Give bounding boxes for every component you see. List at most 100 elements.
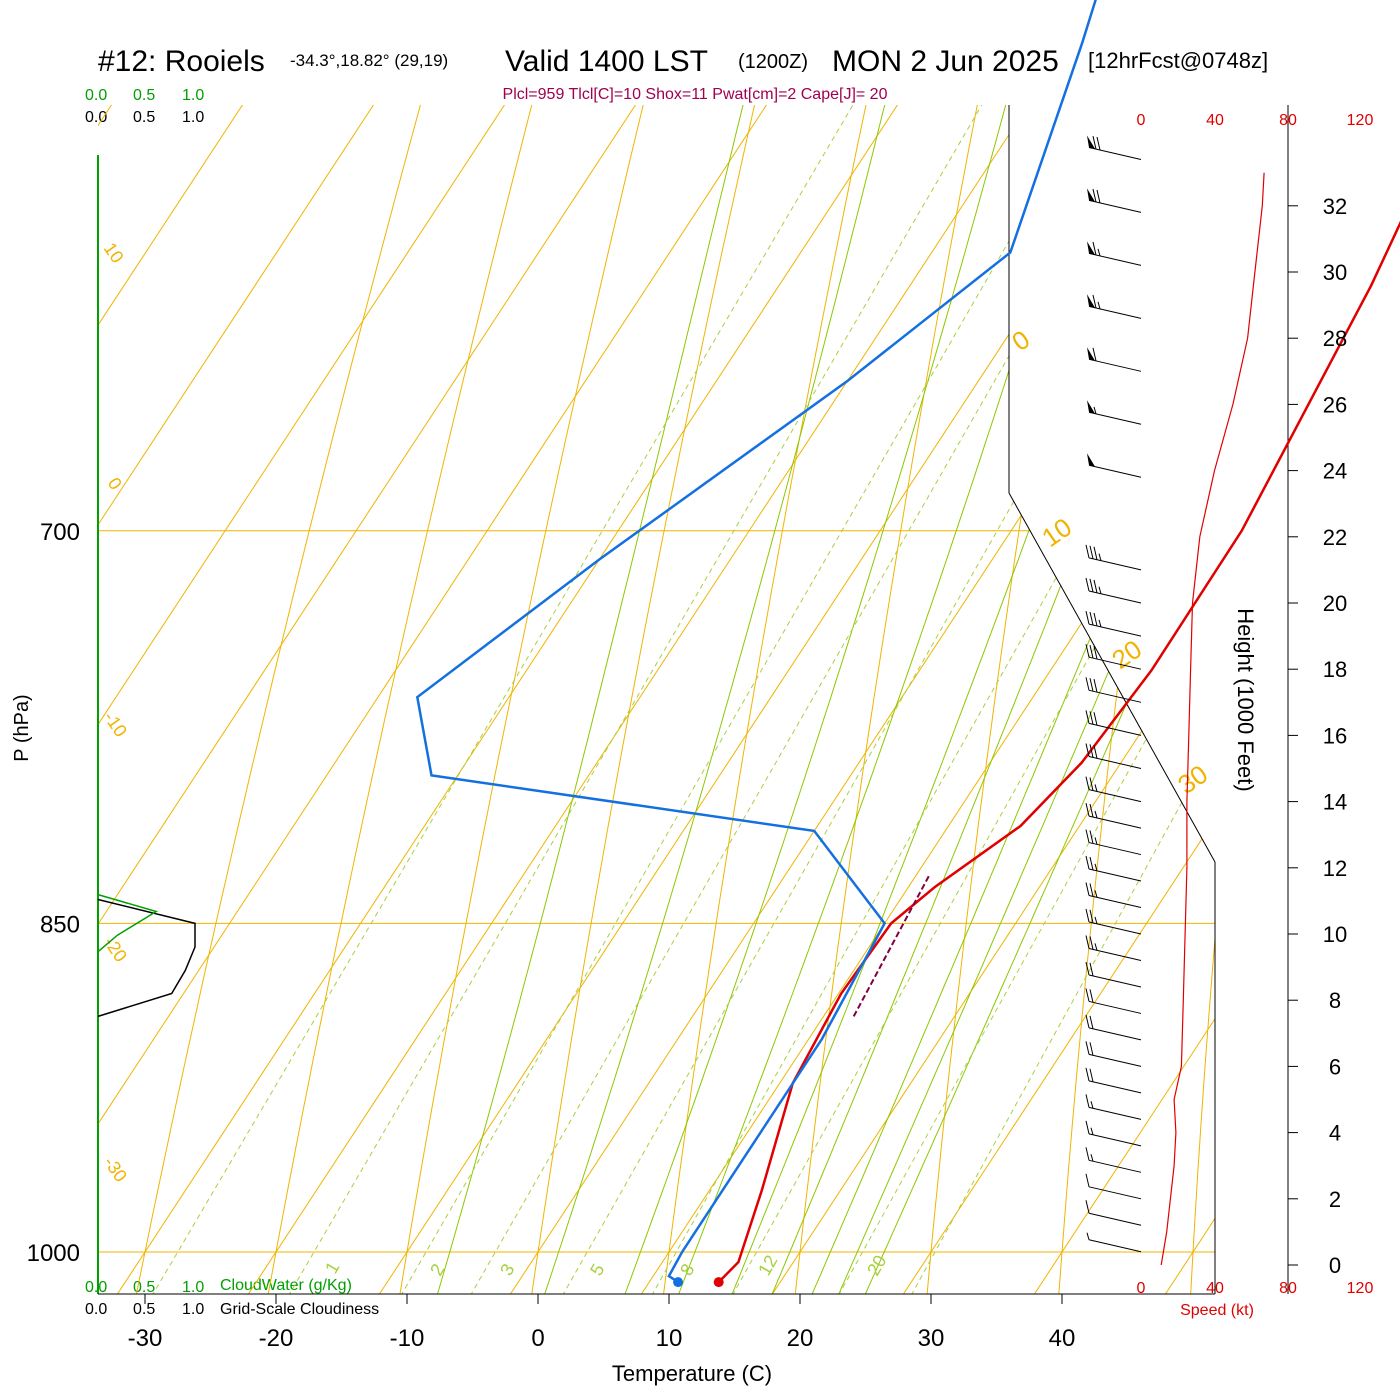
wind-barb-staff: [1088, 623, 1142, 637]
mixing-ratio-line: [530, 105, 1215, 1294]
isotherm-line: [98, 105, 1215, 1294]
wind-barb-staff: [1088, 656, 1142, 670]
pressure-tick-label: 1000: [27, 1240, 80, 1267]
wind-barb-flag: [1092, 347, 1097, 362]
wind-barb-pennant: [1087, 188, 1095, 202]
dewpoint-line: [415, 0, 1097, 1284]
wind-barb-flag: [1093, 579, 1098, 593]
x-tick-label: 0: [531, 1325, 544, 1352]
wind-barb-flag: [1085, 1147, 1090, 1161]
wind-barb-pennant: [1087, 453, 1095, 467]
height-tick-label: 20: [1323, 591, 1347, 616]
height-tick-label: 24: [1323, 459, 1347, 484]
wind-barb-staff: [1088, 411, 1142, 425]
sounding-params: Plcl=959 Tlcl[C]=10 Shox=11 Pwat[cm]=2 C…: [503, 86, 888, 103]
height-tick-label: 26: [1323, 392, 1347, 417]
mixing-ratio-line: [880, 105, 1215, 1294]
height-tick-label: 16: [1323, 723, 1347, 748]
mixing-ratio-line: [256, 105, 1215, 1294]
wind-barb-flag: [1092, 135, 1097, 150]
wind-barb-staff: [1088, 1027, 1142, 1041]
mixing-ratio-line: [807, 105, 1215, 1294]
x-tick-label: -20: [259, 1325, 294, 1352]
x-tick-label: 30: [918, 1325, 945, 1352]
wind-barb-staff: [1088, 947, 1142, 961]
wind-barb-flag: [1089, 744, 1094, 758]
height-tick-label: 32: [1323, 194, 1347, 219]
wind-barb-flag: [1089, 645, 1094, 659]
isotherm-line: [98, 105, 1215, 1294]
height-tick-label: 18: [1323, 657, 1347, 682]
wind-barb-staff: [1088, 756, 1142, 769]
speed-tick: 0: [1137, 1280, 1146, 1297]
height-tick-label: 6: [1329, 1054, 1341, 1079]
height-tick-label: 2: [1329, 1187, 1341, 1212]
speed-tick: 120: [1347, 112, 1374, 129]
wind-barb-flag: [1089, 856, 1094, 871]
dry-adiabat-line: [253, 105, 1059, 1294]
dry-adiabat-label: 0: [1006, 324, 1035, 357]
height-tick-label: 4: [1329, 1121, 1341, 1146]
x-tick-label: -30: [128, 1325, 163, 1352]
scale-tick: 0.0: [85, 1301, 107, 1318]
wind-barb-flag: [1093, 679, 1098, 693]
scale-tick: 0.0: [85, 109, 107, 126]
wind-barb-half-flag: [1094, 784, 1098, 792]
wind-barb-staff: [1088, 252, 1142, 266]
wind-barb-half-flag: [1094, 890, 1098, 898]
height-tick-label: 8: [1329, 988, 1341, 1013]
scale-tick: 0.5: [133, 109, 155, 126]
wind-barb-flag: [1085, 935, 1090, 949]
wind-barb-staff: [1088, 895, 1142, 909]
wind-barb-flag: [1085, 961, 1090, 976]
wind-barb-flag: [1089, 989, 1094, 1003]
plot-border: [1008, 492, 1216, 863]
mixing-ratio-label: 12: [754, 1252, 781, 1279]
dry-adiabat-label: 0: [104, 474, 126, 494]
wind-barb-half-flag: [1098, 619, 1102, 628]
isotherm-line: [210, 105, 1215, 1294]
wind-barb-half-flag: [1098, 553, 1102, 561]
wind-barb-staff: [1088, 868, 1142, 882]
scale-tick: 1.0: [182, 109, 204, 126]
wind-barb-flag: [1089, 1068, 1094, 1082]
wind-barb-flag: [1085, 802, 1090, 817]
cloudwater-profile-line: [97, 893, 159, 953]
wind-barb-flag: [1085, 1120, 1090, 1134]
height-axis-label: Height (1000 Feet): [1233, 608, 1258, 791]
height-tick-label: 10: [1323, 922, 1347, 947]
wind-barb-flag: [1085, 882, 1090, 896]
wind-barb-flag: [1089, 578, 1094, 593]
top-cloudwater-scale: 0.0 0.5 1.0: [85, 87, 204, 104]
bottom-cloudwater-scale: 0.0 0.5 1.0 CloudWater (g/Kg): [85, 1277, 352, 1296]
scale-tick: 0.5: [133, 87, 155, 104]
wind-barb-staff: [1088, 199, 1142, 213]
valid-date: MON 2 Jun 2025: [832, 45, 1059, 78]
wind-barb-half-flag: [1094, 916, 1098, 924]
moist-adiabat-line: [525, 105, 1215, 1294]
x-tick-label: 10: [656, 1325, 683, 1352]
speed-scale-bottom: 0 40 80 120 Speed (kt): [1137, 1280, 1374, 1319]
height-tick-label: 22: [1323, 525, 1347, 550]
isotherm-line: [98, 105, 991, 1294]
scale-tick: 0.5: [133, 1301, 155, 1318]
wind-barb-flag: [1093, 712, 1098, 726]
speed-tick: 0: [1137, 112, 1146, 129]
dry-adiabat-line: [520, 105, 1215, 1294]
mixing-ratio-line: [700, 105, 1215, 1294]
pressure-tick-label: 700: [40, 519, 80, 546]
speed-scale-top: 0 40 80 120: [1137, 112, 1374, 129]
wind-barb-flag: [1096, 136, 1101, 151]
wind-barb-flag: [1089, 830, 1094, 844]
wind-barb-staff: [1088, 1106, 1142, 1120]
scale-tick: 0.0: [85, 87, 107, 104]
isotherm-line: [734, 105, 1215, 1294]
moist-adiabat-line: [839, 105, 1215, 1294]
wind-barb-flag: [1089, 1015, 1094, 1029]
wind-barb-half-flag: [1094, 810, 1098, 819]
wind-barb-flag: [1092, 294, 1097, 309]
speed-tick: 120: [1347, 1280, 1374, 1297]
isotherm-line: [341, 105, 1215, 1294]
speed-tick: 40: [1206, 112, 1224, 129]
wind-barb-flag: [1089, 803, 1094, 818]
